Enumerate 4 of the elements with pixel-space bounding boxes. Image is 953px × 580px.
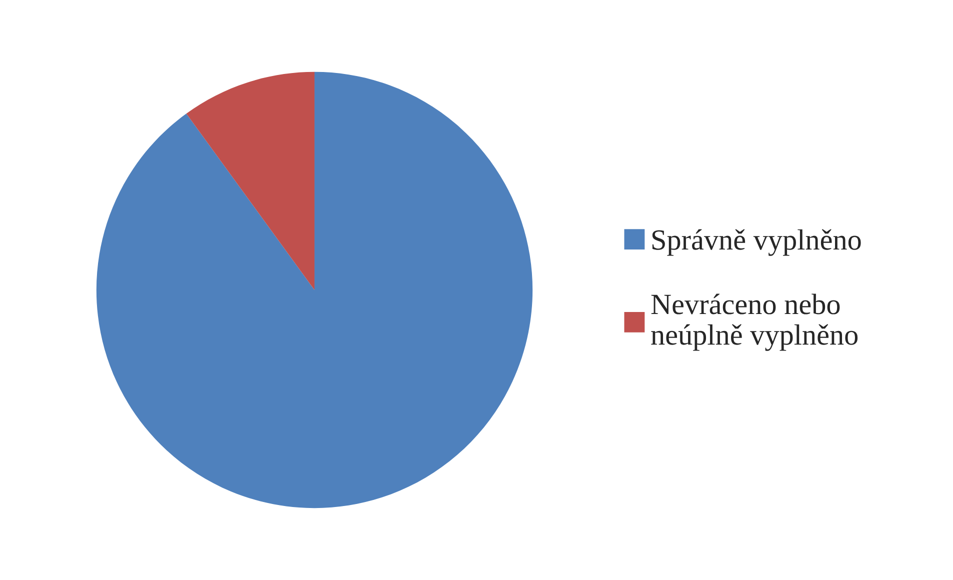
- legend-label: Nevráceno nebo neúplně vyplněno: [651, 294, 858, 351]
- pie-slice: [186, 72, 314, 290]
- pie-slice: [96, 72, 533, 508]
- legend-label: Správně vyplněno: [652, 229, 861, 256]
